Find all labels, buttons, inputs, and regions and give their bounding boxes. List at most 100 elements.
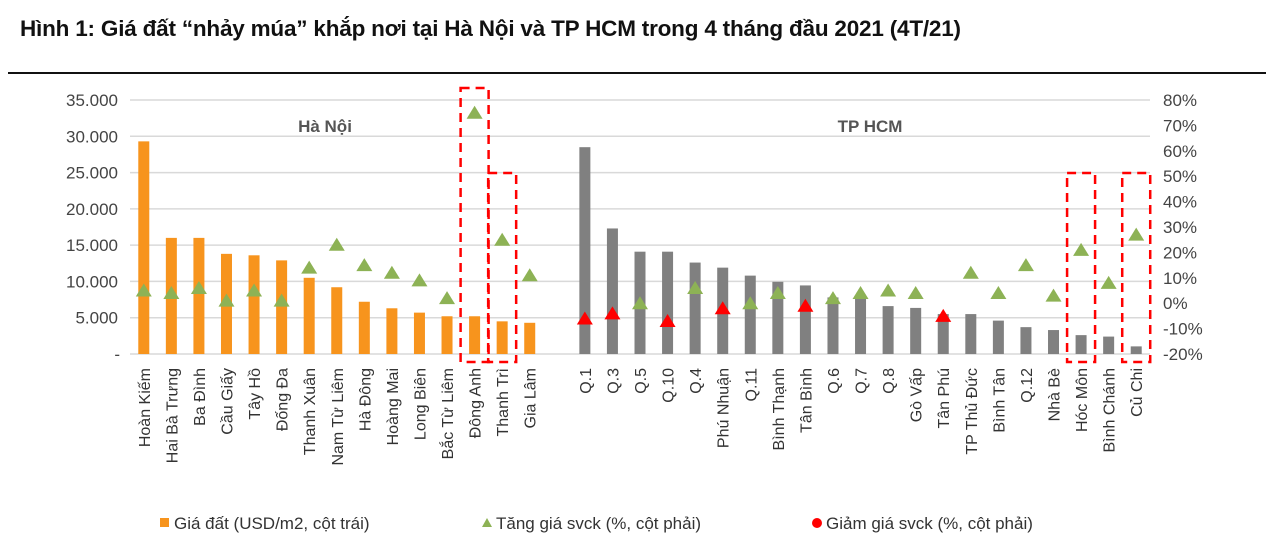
- increase-marker: [1100, 275, 1117, 289]
- increase-marker: [907, 286, 924, 300]
- price-bar: [606, 228, 618, 354]
- price-bar: [413, 312, 425, 354]
- legend-triangle-icon: [482, 518, 492, 527]
- right-tick-label: 10%: [1163, 269, 1197, 288]
- price-bar: [469, 316, 481, 354]
- legend-label: Giảm giá svck (%, cột phải): [826, 514, 1033, 533]
- right-tick-label: 30%: [1163, 218, 1197, 237]
- decrease-marker: [576, 311, 593, 325]
- left-tick-label: 20.000: [66, 200, 118, 219]
- category-label: Bình Thạnh: [771, 368, 788, 450]
- increase-marker: [246, 283, 263, 297]
- price-bar: [1048, 330, 1060, 354]
- price-bar: [937, 314, 949, 354]
- increase-marker: [439, 291, 456, 305]
- category-label: Q.12: [1019, 368, 1036, 403]
- price-bar: [965, 314, 977, 354]
- category-label: Q.5: [633, 368, 650, 394]
- price-bar: [1103, 336, 1115, 354]
- price-bar: [441, 316, 453, 354]
- increase-marker: [742, 296, 759, 310]
- price-bar: [882, 306, 894, 354]
- decrease-marker: [797, 298, 814, 312]
- left-tick-label: -: [114, 345, 120, 364]
- right-tick-label: 20%: [1163, 243, 1197, 262]
- category-label: Hoàn Kiếm: [137, 368, 154, 447]
- increase-marker: [1045, 288, 1062, 302]
- category-label: Hoàng Mai: [385, 368, 402, 445]
- category-label: Q.4: [688, 368, 705, 394]
- price-bar: [910, 307, 922, 354]
- price-bar: [662, 251, 674, 354]
- left-tick-label: 15.000: [66, 236, 118, 255]
- category-label: Q.1: [578, 368, 595, 394]
- title-rule: [8, 72, 1266, 74]
- category-label: Long Biên: [412, 368, 429, 440]
- category-label: Đống Đa: [275, 368, 292, 431]
- price-bar: [689, 262, 701, 354]
- increase-marker: [880, 283, 897, 297]
- price-bar: [524, 322, 536, 354]
- increase-marker: [356, 258, 373, 272]
- right-tick-label: 0%: [1163, 294, 1188, 313]
- category-label: Nhà Bè: [1047, 368, 1064, 421]
- right-tick-label: 70%: [1163, 116, 1197, 135]
- legend-label: Tăng giá svck (%, cột phải): [496, 514, 701, 533]
- legend-circle-icon: [812, 518, 822, 528]
- price-bar: [193, 237, 205, 354]
- right-tick-label: 80%: [1163, 91, 1197, 110]
- increase-marker: [411, 273, 428, 287]
- price-bar: [1075, 335, 1087, 354]
- category-label: Nam Từ Liêm: [330, 368, 347, 466]
- left-tick-label: 25.000: [66, 164, 118, 183]
- category-label: Đông Anh: [468, 368, 485, 438]
- increase-marker: [301, 260, 318, 274]
- increase-marker: [273, 293, 290, 307]
- price-bar: [992, 320, 1004, 354]
- increase-marker: [632, 296, 648, 310]
- price-bar: [579, 147, 591, 354]
- increase-marker: [962, 265, 979, 279]
- price-bar: [799, 285, 811, 354]
- category-label: Q.11: [743, 368, 760, 402]
- figure-title: Hình 1: Giá đất “nhảy múa” khắp nơi tại …: [20, 16, 961, 41]
- increase-marker: [383, 265, 400, 279]
- right-tick-label: 60%: [1163, 142, 1197, 161]
- right-tick-label: 50%: [1163, 167, 1197, 186]
- category-label: Hai Bà Trưng: [164, 368, 181, 463]
- increase-marker: [687, 280, 704, 294]
- right-tick-label: 40%: [1163, 193, 1197, 212]
- price-bar: [248, 255, 260, 354]
- increase-marker: [1128, 227, 1145, 241]
- right-tick-label: -10%: [1163, 320, 1203, 339]
- category-label: Q.7: [854, 368, 871, 394]
- price-bar: [855, 298, 867, 354]
- category-label: Phú Nhuận: [716, 368, 733, 448]
- price-bar: [276, 260, 288, 354]
- decrease-marker: [604, 306, 621, 320]
- category-label: Hà Đông: [357, 368, 374, 431]
- price-bar: [496, 321, 508, 354]
- highlight-box: [1065, 171, 1097, 364]
- category-label: Cầu Giấy: [219, 368, 236, 435]
- category-label: Tân Phú: [936, 368, 953, 428]
- category-label: Gia Lâm: [523, 368, 540, 428]
- price-bar: [386, 308, 398, 354]
- decrease-marker: [714, 301, 731, 315]
- category-label: TP Thủ Đức: [964, 368, 981, 455]
- increase-marker: [990, 286, 1007, 300]
- highlight-box: [1120, 171, 1152, 364]
- category-label: Tân Bình: [798, 368, 815, 433]
- increase-marker: [466, 105, 483, 119]
- price-bar: [827, 297, 839, 354]
- increase-marker: [218, 293, 235, 307]
- price-bar: [303, 277, 315, 354]
- price-bar: [358, 301, 370, 354]
- highlight-box: [486, 171, 518, 364]
- left-tick-label: 35.000: [66, 91, 118, 110]
- category-label: Q.8: [881, 368, 898, 394]
- price-bar: [1130, 346, 1142, 354]
- increase-marker: [824, 291, 841, 305]
- increase-marker: [521, 268, 538, 282]
